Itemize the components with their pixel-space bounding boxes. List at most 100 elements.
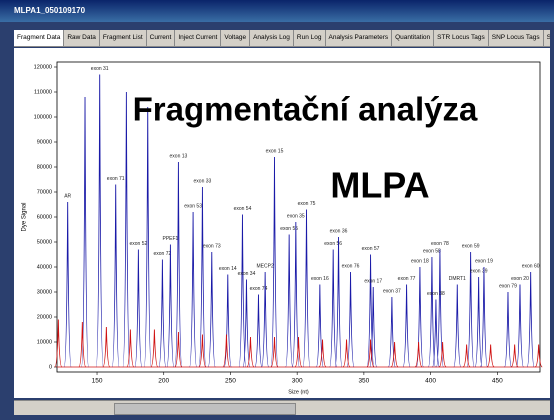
peak-label: MECP2 [257,263,274,269]
peak [415,342,422,367]
peak [454,285,461,368]
peak [303,210,310,368]
peak-label: exon 39 [470,268,488,274]
peak-label: exon 38 [427,291,445,297]
peak [103,327,110,367]
overlay-subtitle: MLPA [330,165,429,206]
peak [504,292,511,367]
y-tick-label: 70000 [37,189,52,195]
peak-label: exon 78 [431,241,449,247]
y-axis-label: Dye Signal [22,202,28,231]
x-axis-label: Size (nt) [288,389,309,395]
peak [151,330,158,368]
peak [175,332,182,367]
peak-label: exon 20 [511,276,529,282]
peak [255,295,262,368]
peak [347,272,354,367]
peak-label: exon 79 [499,283,517,289]
peak [516,285,523,368]
peak-label: exon 60 [522,263,540,269]
x-tick-label: 250 [225,378,236,385]
y-tick-label: 20000 [37,314,52,320]
peak-label: AR [64,193,71,199]
peak-label: exon 57 [362,246,380,252]
y-tick-label: 110000 [34,89,52,95]
y-tick-label: 60000 [37,214,52,220]
peak [335,237,342,367]
peak [127,330,134,368]
x-tick-label: 300 [292,378,303,385]
peak-label: PPEF1 [162,236,178,242]
peak-label: exon 36 [330,228,348,234]
peak [475,277,482,367]
peak-label: exon 13 [170,153,188,159]
peak-label: exon 72 [154,251,172,257]
peak-label: exon 14 [219,266,237,272]
y-tick-label: 100000 [34,114,52,120]
peak [167,245,174,368]
peak [135,250,142,368]
peak [391,342,398,367]
x-tick-label: 400 [425,378,436,385]
peak [64,202,71,367]
x-tick-label: 200 [158,378,169,385]
peak-label: exon 19 [475,258,493,264]
peak [208,252,215,367]
y-tick-label: 80000 [37,164,52,170]
peak-label: exon 59 [462,243,480,249]
peak-label: exon 15 [266,148,284,154]
peak [190,212,197,367]
peak-label: exon 77 [398,276,416,282]
peak-label: exon 33 [194,178,212,184]
y-tick-label: 40000 [37,264,52,270]
peak [527,272,534,367]
peak-label: exon 71 [107,176,125,182]
peak [286,235,293,368]
peak-label: exon 18 [411,258,429,264]
peak-label: exon 54 [234,206,252,212]
y-tick-label: 120000 [34,64,52,70]
x-tick-label: 450 [492,378,503,385]
peak [403,285,410,368]
peak [112,185,119,368]
peak-label: exon 17 [364,278,382,284]
peak [487,345,494,368]
peak [416,267,423,367]
peak-label: exon 58 [423,248,441,254]
y-tick-label: 10000 [37,339,52,345]
peak [316,285,323,368]
peak [330,250,337,368]
peak [388,297,395,367]
peak [535,345,542,368]
peak [511,345,518,368]
peak-label: exon 34 [238,271,256,277]
peak-label: exon 53 [184,203,202,209]
window: MLPA1_050109170 Fragment DataRaw DataFra… [0,0,554,420]
peak [144,107,151,367]
peak [199,335,206,368]
overlay-title: Fragmentační analýza [133,91,478,128]
peak-label: exon 37 [383,288,401,294]
chart: 0 10000 20000 30000 40000 50000 60000 70000 8000… [0,0,554,420]
peak-label: exon 76 [342,263,360,269]
peak [96,75,103,368]
peak-label: exon 73 [203,243,221,249]
y-tick-label: 90000 [37,139,52,145]
peak [159,260,166,368]
y-tick-label: 50000 [37,239,52,245]
peak-label: DMRT1 [449,276,466,282]
peak [271,157,278,367]
peak [55,320,62,368]
x-tick-label: 350 [358,378,369,385]
y-tick-label: 30000 [37,289,52,295]
peak-label: exon 56 [324,241,342,247]
peak-label: exon 35 [287,213,305,219]
peak [123,92,130,367]
peak-label: exon 75 [298,201,316,207]
peak [480,267,487,367]
peak-label: exon 16 [311,276,329,282]
peak-label: exon 31 [91,66,109,72]
x-tick-label: 150 [92,378,103,385]
peak-label: exon 52 [129,241,147,247]
y-tick-label: 0 [49,364,52,370]
